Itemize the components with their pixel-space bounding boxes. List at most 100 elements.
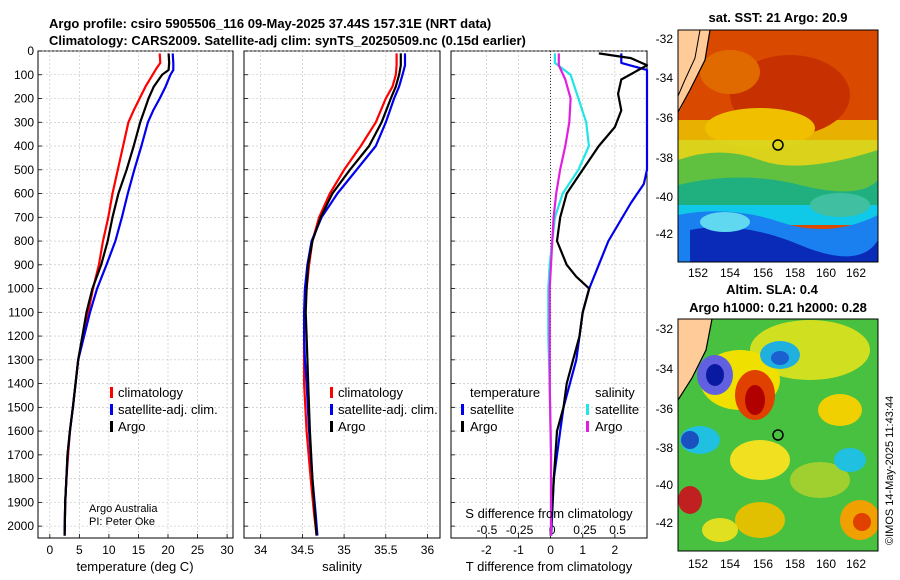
legend-label-temp-satellite: satellite [470,402,514,417]
depth-tick-label: 100 [14,68,34,82]
x-tick-label: 35 [337,543,351,557]
sla-lon-tick-labels: 152 154 156 158 160 162 [688,557,866,571]
s-difference-xlabel: S difference from climatology [465,506,633,521]
sst-lat-tick-labels: -32 -34 -36 -38 -40 -42 [656,32,674,241]
depth-tick-label: 1300 [7,353,34,367]
depth-tick-label: 0 [27,44,34,58]
x-tick-label: 25 [191,543,205,557]
depth-tick-labels: 0 100 200 300 400 500 600 700 800 900 1000 1100 1200… [7,44,34,533]
series-line-temperature-argo [549,52,649,536]
lat-tick: -36 [656,402,674,416]
sla-map-title-line1: Altim. SLA: 0.4 [726,282,819,297]
legend-label-satellite: satellite-adj. clim. [118,402,218,417]
s-tick-label: 0.25 [573,523,597,537]
sst-map-panel: sat. SST: 21 Argo: 20.9 152 154 156 158 [656,10,879,280]
x-tick-label: 5 [76,543,83,557]
lon-tick: 156 [753,557,773,571]
legend-mark-temp-argo [461,421,464,432]
legend-label-sal-argo: Argo [595,419,622,434]
salinity-profile-panel: 34 34.5 35 35.5 36 salinity climatology sate… [243,50,441,574]
lon-tick: 156 [753,266,773,280]
lat-tick: -34 [656,362,674,376]
s-tick-label: 0.5 [609,523,626,537]
sst-field [678,30,878,262]
difference-lines [547,52,649,536]
x-tick-label: 34.5 [291,543,315,557]
lat-tick: -42 [656,227,674,241]
legend-head-temperature: temperature [470,385,540,400]
legend-label-argo: Argo [338,419,365,434]
lon-tick: 152 [688,266,708,280]
depth-tick-label: 200 [14,92,34,106]
depth-tick-label: 1000 [7,282,34,296]
legend-label-sal-satellite: satellite [595,402,639,417]
temperature-legend: climatology satellite-adj. clim. Argo [110,385,218,434]
legend-label-climatology: climatology [338,385,404,400]
legend-mark-sal-satellite [586,404,589,415]
s-tick-label: -0.25 [506,523,534,537]
difference-profile-panel: -2 -1 0 1 2 -0.5 -0.25 0 0.25 0.5 T difference f… [450,50,649,574]
salinity-grid [244,50,440,538]
depth-tick-label: 300 [14,115,34,129]
legend-mark-temp-satellite [461,404,464,415]
lat-tick: -32 [656,32,674,46]
sla-lat-tick-labels: -32 -34 -36 -38 -40 -42 [656,322,674,530]
lat-tick: -40 [656,190,674,204]
salinity-legend: climatology satellite-adj. clim. Argo [330,385,438,434]
depth-tick-label: 1500 [7,400,34,414]
salinity-axes-frame [243,50,441,539]
lon-tick: 158 [785,557,805,571]
x-tick-label: 34 [254,543,268,557]
sla-map-title-line2: Argo h1000: 0.21 h2000: 0.28 [689,300,867,315]
x-tick-label: 30 [220,543,234,557]
series-line-argo [63,53,171,536]
legend-mark-climatology [110,387,113,398]
lon-tick: 158 [785,266,805,280]
legend-label-argo: Argo [118,419,145,434]
legend-mark-climatology [330,387,333,398]
lon-tick: 152 [688,557,708,571]
depth-tick-label: 1800 [7,472,34,486]
sst-argo-marker [772,139,784,151]
depth-tick-label: 1200 [7,329,34,343]
x-tick-label: 35.5 [374,543,398,557]
x-tick-label: 15 [132,543,146,557]
salinity-tick-labels: 34 34.5 35 35.5 36 [254,543,434,557]
lon-tick: 160 [816,557,836,571]
depth-tick-label: 1400 [7,377,34,391]
sst-map-title: sat. SST: 21 Argo: 20.9 [709,10,848,25]
depth-tick-label: 1600 [7,424,34,438]
sla-map-frame [677,318,879,552]
lon-tick: 160 [816,266,836,280]
difference-legend: temperature satellite Argo salinity sate… [461,385,639,434]
lat-tick: -34 [656,71,674,85]
depth-tick-label: 2000 [7,519,34,533]
series-line-argo [304,53,402,536]
lon-tick: 162 [846,557,866,571]
temperature-xlabel: temperature (deg C) [76,559,193,574]
temperature-profile-panel: 0100200300400500600700800900100011001200… [7,44,234,574]
x-tick-label: 10 [102,543,116,557]
legend-mark-sal-argo [586,421,589,432]
lat-tick: -42 [656,516,674,530]
lat-tick: -40 [656,478,674,492]
lat-tick: -36 [656,111,674,125]
lat-tick: -38 [656,441,674,455]
depth-tick-label: 900 [14,258,34,272]
x-tick-label: 1 [579,543,586,557]
s-tick-label: -0.5 [477,523,498,537]
lon-tick: 162 [846,266,866,280]
salinity-lines [303,53,407,536]
x-tick-label: 2 [612,543,619,557]
x-tick-label: 0 [46,543,53,557]
lat-tick: -38 [656,151,674,165]
temperature-axes-frame [37,50,234,539]
t-difference-tick-labels: -2 -1 0 1 2 [481,543,619,557]
sla-map-panel: Altim. SLA: 0.4 Argo h1000: 0.21 h2000: … [656,282,879,571]
legend-label-climatology: climatology [118,385,184,400]
x-tick-label: -1 [513,543,524,557]
lat-tick: -32 [656,322,674,336]
temperature-tick-labels: 0 5 10 15 20 25 30 [46,543,234,557]
sst-map-frame [677,29,879,263]
